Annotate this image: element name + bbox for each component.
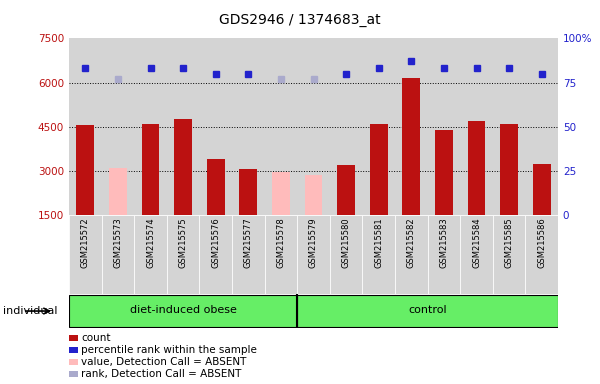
Text: GSM215572: GSM215572 xyxy=(81,217,90,268)
Text: GSM215574: GSM215574 xyxy=(146,217,155,268)
Bar xyxy=(265,215,297,294)
Bar xyxy=(330,215,362,294)
Text: GDS2946 / 1374683_at: GDS2946 / 1374683_at xyxy=(219,13,381,27)
Bar xyxy=(101,215,134,294)
Bar xyxy=(199,38,232,215)
Bar xyxy=(134,215,167,294)
Bar xyxy=(460,215,493,294)
Bar xyxy=(69,335,77,341)
Text: control: control xyxy=(408,305,447,315)
Text: count: count xyxy=(81,333,110,343)
Text: rank, Detection Call = ABSENT: rank, Detection Call = ABSENT xyxy=(81,369,241,379)
Text: GSM215578: GSM215578 xyxy=(277,217,286,268)
Bar xyxy=(428,38,460,215)
Bar xyxy=(239,169,257,215)
Bar xyxy=(493,38,526,215)
Bar xyxy=(134,38,167,215)
Text: GSM215582: GSM215582 xyxy=(407,217,416,268)
Text: GSM215575: GSM215575 xyxy=(179,217,188,268)
Text: GSM215579: GSM215579 xyxy=(309,217,318,268)
Bar xyxy=(460,38,493,215)
FancyBboxPatch shape xyxy=(297,296,558,326)
Bar xyxy=(297,38,330,215)
Bar xyxy=(69,359,77,365)
Bar xyxy=(76,125,94,215)
Bar xyxy=(69,347,77,353)
Bar xyxy=(526,38,558,215)
Text: percentile rank within the sample: percentile rank within the sample xyxy=(81,345,257,355)
Bar xyxy=(109,168,127,215)
Bar xyxy=(330,38,362,215)
Bar xyxy=(265,38,297,215)
Bar xyxy=(370,124,388,215)
Bar xyxy=(526,215,558,294)
Bar xyxy=(101,38,134,215)
Bar xyxy=(395,38,428,215)
Bar xyxy=(428,215,460,294)
Bar xyxy=(199,215,232,294)
Bar xyxy=(403,78,420,215)
Bar xyxy=(232,215,265,294)
FancyBboxPatch shape xyxy=(69,296,297,326)
Bar xyxy=(69,38,101,215)
Bar xyxy=(305,175,322,215)
Bar xyxy=(207,159,224,215)
Bar xyxy=(167,215,199,294)
Bar xyxy=(500,124,518,215)
Text: GSM215581: GSM215581 xyxy=(374,217,383,268)
Text: GSM215576: GSM215576 xyxy=(211,217,220,268)
Bar xyxy=(337,165,355,215)
Text: GSM215584: GSM215584 xyxy=(472,217,481,268)
Text: GSM215583: GSM215583 xyxy=(439,217,448,268)
Bar xyxy=(232,38,265,215)
Text: diet-induced obese: diet-induced obese xyxy=(130,305,236,315)
Bar xyxy=(69,371,77,377)
Bar xyxy=(533,164,551,215)
Bar xyxy=(69,215,101,294)
Text: GSM215585: GSM215585 xyxy=(505,217,514,268)
Bar xyxy=(174,119,192,215)
Text: individual: individual xyxy=(3,306,58,316)
Bar xyxy=(167,38,199,215)
Bar xyxy=(362,38,395,215)
Bar xyxy=(395,215,428,294)
Bar xyxy=(467,121,485,215)
Bar xyxy=(272,172,290,215)
Bar xyxy=(362,215,395,294)
Text: GSM215580: GSM215580 xyxy=(341,217,350,268)
Bar xyxy=(435,130,453,215)
Text: GSM215573: GSM215573 xyxy=(113,217,122,268)
Text: GSM215586: GSM215586 xyxy=(537,217,546,268)
Text: value, Detection Call = ABSENT: value, Detection Call = ABSENT xyxy=(81,357,247,367)
Bar xyxy=(493,215,526,294)
Bar xyxy=(142,124,160,215)
Text: GSM215577: GSM215577 xyxy=(244,217,253,268)
Bar xyxy=(297,215,330,294)
